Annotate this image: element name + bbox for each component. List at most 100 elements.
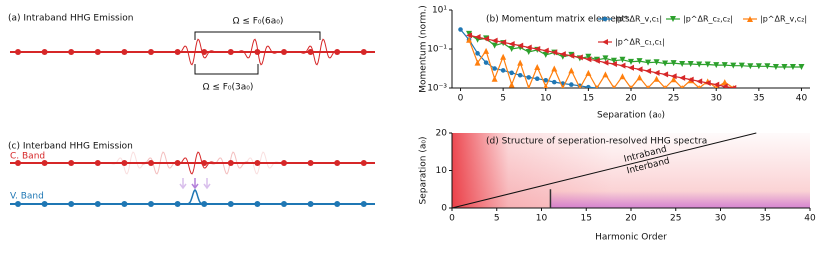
marker (704, 80, 711, 87)
atom (94, 160, 101, 166)
valence-label: V. Band (10, 192, 44, 202)
atom (281, 160, 287, 166)
marker (508, 46, 515, 52)
y-tick-label: 0 (441, 204, 447, 214)
marker (602, 59, 609, 66)
x-tick-label: 15 (581, 214, 592, 224)
x-tick-label: 20 (625, 214, 637, 224)
marker (619, 73, 626, 80)
marker (738, 62, 745, 69)
atom (360, 49, 367, 55)
marker (696, 61, 703, 68)
marker (628, 64, 634, 71)
marker (458, 27, 463, 32)
marker (704, 61, 711, 68)
atom (121, 201, 128, 207)
marker (585, 69, 592, 76)
x-tick-label: 15 (583, 94, 594, 104)
marker (653, 75, 660, 82)
marker (526, 75, 532, 80)
marker (602, 71, 609, 78)
marker (542, 51, 549, 58)
x-tick-label: 10 (536, 214, 548, 224)
wave-packet (290, 38, 350, 66)
marker (645, 59, 652, 66)
atom (68, 160, 75, 166)
plot-area (458, 27, 805, 88)
marker (586, 84, 591, 88)
x-tick-label: 25 (668, 94, 679, 104)
y-axis-label: Separation (a₀) (419, 137, 429, 205)
marker (798, 63, 805, 70)
marker (585, 56, 592, 63)
marker (646, 85, 650, 88)
marker (595, 85, 599, 88)
x-axis-label: Separation (a₀) (597, 111, 665, 121)
marker (500, 68, 506, 73)
marker (474, 59, 481, 66)
x-axis-label: Harmonic Order (595, 233, 667, 243)
marker (483, 60, 489, 65)
marker (612, 85, 616, 88)
marker (475, 51, 480, 56)
marker (542, 47, 549, 54)
x-tick-label: 40 (804, 214, 816, 224)
atom (121, 160, 128, 166)
atom (121, 49, 128, 55)
gaussian (180, 188, 210, 205)
marker (585, 53, 592, 60)
marker (629, 85, 633, 88)
marker (466, 32, 473, 39)
y-tick-label: 20 (436, 129, 448, 139)
marker (602, 55, 609, 62)
marker (781, 63, 788, 70)
marker (491, 37, 498, 44)
marker (551, 49, 558, 56)
atom (15, 160, 21, 166)
atom (227, 160, 234, 166)
y-tick-label: 10⁻¹ (427, 45, 447, 55)
wave-packet (100, 151, 160, 175)
atom (174, 201, 181, 207)
marker (679, 74, 686, 81)
marker (525, 49, 532, 56)
marker (483, 35, 490, 42)
x-tick-label: 20 (625, 94, 637, 104)
atom (281, 201, 287, 207)
marker (680, 85, 684, 88)
x-tick-label: 0 (458, 94, 464, 104)
marker (687, 76, 694, 83)
legend-label: |p^ΔR_c₁,c₁| (615, 38, 665, 47)
x-tick-label: 5 (500, 94, 506, 104)
marker (517, 72, 523, 78)
marker (509, 70, 514, 76)
marker (687, 61, 694, 68)
marker (610, 61, 617, 68)
marker (474, 34, 481, 41)
lower-label: Ω ≤ F₀(3a₀) (203, 83, 254, 93)
marker (628, 58, 634, 65)
chart-title: (b) Momentum matrix elements (486, 15, 630, 25)
marker (636, 74, 643, 81)
atom (254, 49, 261, 55)
series-line (468, 33, 802, 68)
marker (714, 85, 718, 88)
marker (500, 53, 507, 60)
marker (568, 52, 575, 59)
legend-label: |p^ΔR_c₂,c₂| (683, 15, 733, 24)
x-tick-label: 0 (449, 214, 455, 224)
conduction-label: C. Band (10, 152, 45, 162)
interband-region (550, 191, 810, 208)
marker (772, 63, 779, 70)
wave-packet (230, 151, 290, 175)
atom (334, 160, 341, 166)
marker (670, 76, 677, 83)
marker (602, 39, 608, 45)
marker (491, 42, 498, 49)
x-tick-label: 35 (760, 214, 771, 224)
marker (636, 58, 643, 65)
marker (551, 65, 558, 72)
atom (94, 49, 101, 55)
marker (534, 76, 540, 81)
